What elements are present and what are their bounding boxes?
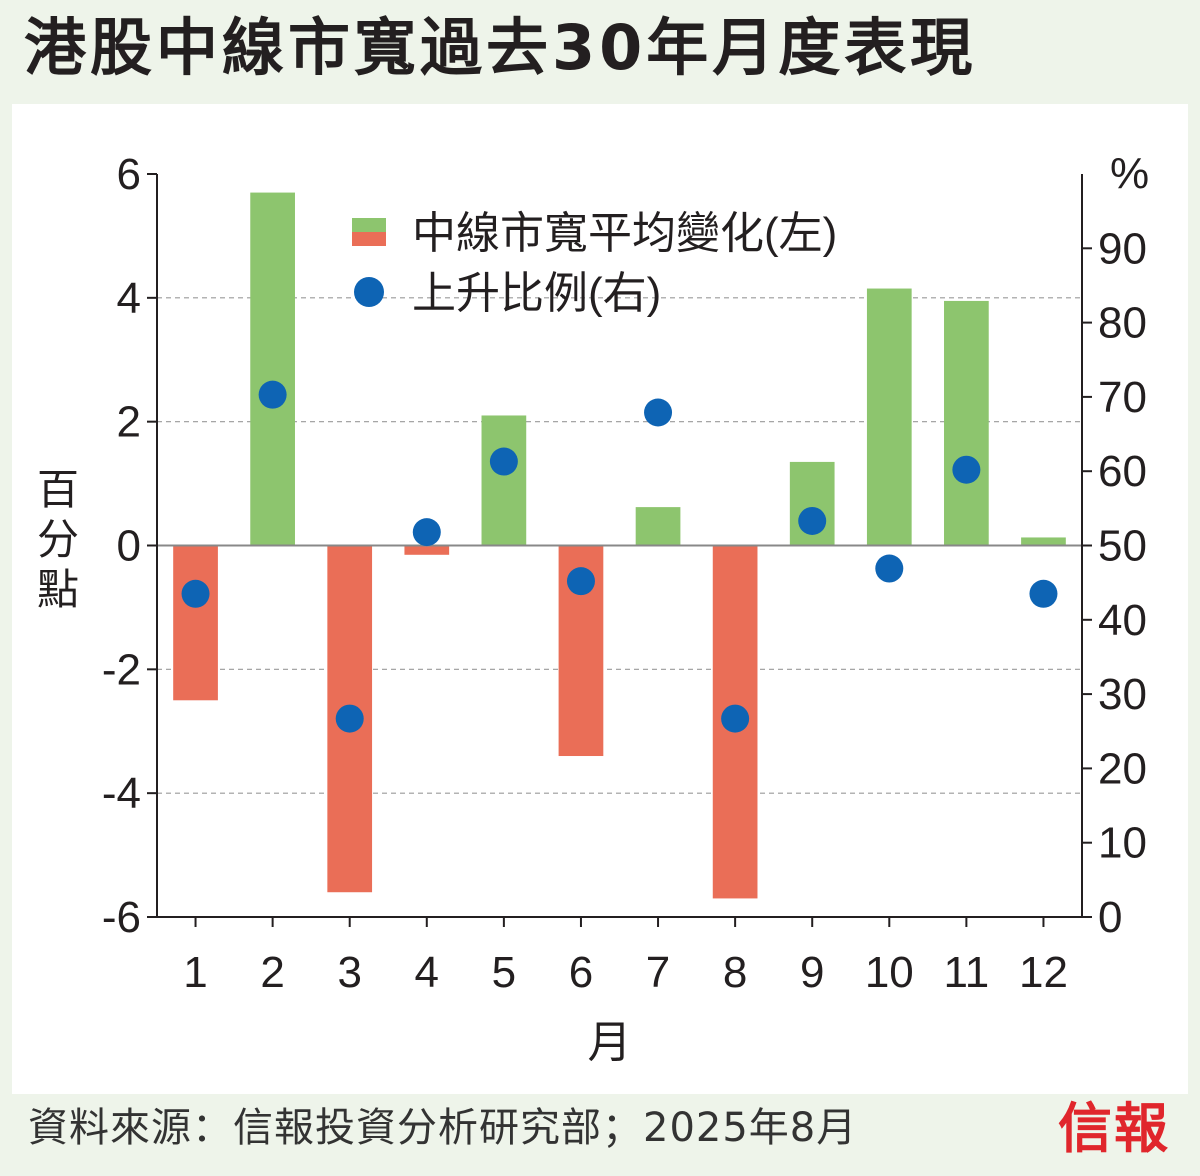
- legend-swatch-bar-positive: [352, 218, 386, 232]
- right-axis-unit: %: [1110, 149, 1149, 198]
- x-tick-label: 4: [415, 948, 439, 997]
- left-tick-label: 0: [117, 522, 141, 571]
- x-tick-label: 12: [1019, 948, 1068, 997]
- x-axis-title: 月: [588, 1018, 632, 1067]
- left-tick-label: 4: [117, 274, 141, 323]
- bar-month-4: [404, 545, 450, 555]
- dot-month-10: [875, 554, 904, 583]
- chart-panel: 6 4 2 0 -2 -4 -6 90 80 70 60 50 40 30 20 10 0% 1 2 3 4 5 6 7 8 9 1…: [12, 104, 1188, 1094]
- x-tick-label: 1: [183, 948, 207, 997]
- right-tick-label: 0: [1098, 893, 1122, 942]
- right-tick-label: 80: [1098, 299, 1147, 348]
- y-axis-title-char: 分: [37, 516, 79, 563]
- left-tick-label: -6: [102, 893, 141, 942]
- right-tick-label: 70: [1098, 373, 1147, 422]
- left-tick-label: 2: [117, 398, 141, 447]
- source-note: 資料來源：信報投資分析研究部；2025年8月: [28, 1105, 858, 1151]
- bar-month-7: [635, 507, 681, 546]
- right-tick-label: 10: [1098, 819, 1147, 868]
- x-tick-label: 9: [800, 948, 824, 997]
- bar-month-11: [944, 300, 989, 546]
- publisher-logo: 信報: [1058, 1096, 1170, 1160]
- legend-label-bars: 中線市寬平均變化(左): [412, 209, 837, 258]
- dot-month-9: [798, 506, 827, 535]
- left-tick-label: 6: [117, 150, 141, 199]
- dot-month-8: [721, 704, 750, 733]
- dot-month-3: [335, 704, 364, 733]
- left-tick-label: -4: [102, 769, 141, 818]
- x-tick-label: 3: [337, 948, 361, 997]
- legend-swatch-dot: [354, 277, 384, 307]
- right-tick-label: 60: [1098, 447, 1147, 496]
- bar-month-12: [1021, 537, 1066, 546]
- right-tick-label: 40: [1098, 596, 1147, 645]
- bar-month-1: [173, 545, 218, 701]
- legend-label-dots: 上升比例(右): [412, 269, 661, 318]
- dot-month-1: [181, 579, 210, 608]
- x-tick-label: 5: [492, 948, 516, 997]
- x-tick-label: 11: [944, 948, 990, 997]
- x-tick-label: 2: [260, 948, 284, 997]
- bar-month-5: [481, 415, 527, 546]
- x-tick-label: 6: [569, 948, 593, 997]
- right-tick-label: 50: [1098, 522, 1147, 571]
- dot-month-12: [1029, 579, 1058, 608]
- y-axis-title-char: 百: [37, 466, 79, 513]
- left-tick-label: -2: [102, 645, 141, 694]
- dot-month-7: [644, 398, 673, 427]
- y-axis-title-char: 點: [37, 566, 79, 613]
- bar-month-10: [866, 288, 912, 546]
- right-tick-label: 20: [1098, 744, 1147, 793]
- right-tick-label: 30: [1098, 670, 1147, 719]
- x-tick-label: 10: [865, 948, 914, 997]
- x-tick-label: 8: [723, 948, 747, 997]
- legend-swatch-bar-negative: [352, 232, 386, 246]
- bar-month-2: [250, 192, 295, 546]
- dot-month-11: [952, 455, 981, 484]
- dot-month-6: [566, 567, 595, 596]
- dot-month-5: [489, 447, 518, 476]
- right-tick-label: 90: [1098, 224, 1147, 273]
- x-tick-label: 7: [646, 948, 670, 997]
- chart-title: 港股中線市寬過去30年月度表現: [24, 11, 977, 84]
- dot-month-4: [412, 518, 441, 547]
- dot-month-2: [258, 380, 287, 409]
